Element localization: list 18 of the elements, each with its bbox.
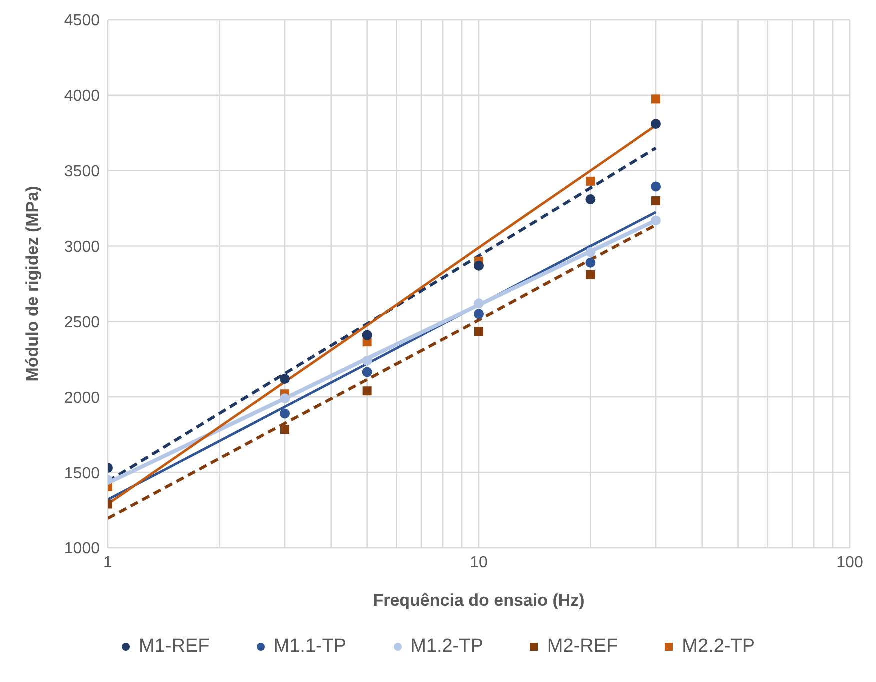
- legend-label: M1.2-TP: [410, 636, 484, 658]
- x-tick-label: 1: [104, 554, 113, 572]
- y-tick-label: 4500: [64, 12, 100, 30]
- y-axis-title: Módulo de rigidez (MPa): [23, 186, 42, 382]
- legend-label: M2-REF: [547, 636, 618, 658]
- x-axis-title: Frequência do ensaio (Hz): [373, 591, 585, 610]
- y-tick-label: 3500: [64, 164, 100, 181]
- legend-label: M1.1-TP: [274, 636, 347, 658]
- y-tick-label: 1000: [64, 540, 100, 558]
- y-tick-label: 4000: [64, 88, 100, 106]
- y-tick-label: 2000: [64, 390, 100, 407]
- y-tick-label: 2500: [64, 314, 100, 332]
- x-tick-label: 10: [470, 554, 488, 572]
- legend-label: M1-REF: [138, 636, 210, 658]
- legend-label: M2.2-TP: [682, 636, 756, 658]
- y-tick-label: 3000: [64, 238, 100, 256]
- x-tick-label: 100: [836, 554, 864, 572]
- y-tick-label: 1500: [64, 465, 100, 482]
